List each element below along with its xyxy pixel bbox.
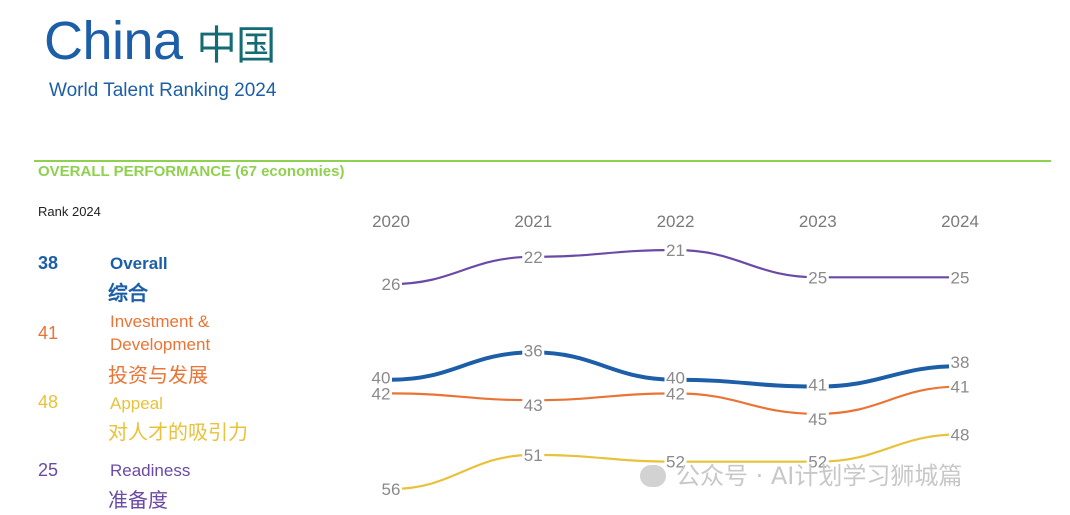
data-label-bg xyxy=(380,274,402,295)
data-label-bg xyxy=(380,479,402,499)
data-label-bg xyxy=(664,240,687,260)
data-label-bg xyxy=(664,451,687,472)
label-overall-cn: 综合 xyxy=(108,281,148,305)
data-label: 42 xyxy=(372,384,391,403)
label-investment-cn: 投资与发展 xyxy=(108,363,208,387)
data-label: 36 xyxy=(524,341,543,360)
section-divider xyxy=(34,160,1051,162)
data-label-bg xyxy=(664,383,687,404)
data-label: 56 xyxy=(382,480,401,499)
data-label: 25 xyxy=(951,268,970,287)
data-label-bg xyxy=(522,246,545,267)
data-label-bg xyxy=(949,352,971,373)
section-label: OVERALL PERFORMANCE (67 economies) xyxy=(38,163,345,180)
data-label: 43 xyxy=(524,396,543,415)
data-label-bg xyxy=(949,376,971,397)
data-label-bg xyxy=(806,408,829,429)
data-label-bg xyxy=(664,367,687,388)
data-label: 48 xyxy=(951,425,970,444)
rank-investment: 41 xyxy=(38,323,59,343)
data-label: 22 xyxy=(524,248,543,267)
data-label: 21 xyxy=(666,241,685,260)
data-label: 41 xyxy=(808,376,827,395)
rank-overall: 38 xyxy=(38,253,59,273)
year-tick-2024: 2024 xyxy=(941,212,979,231)
data-label-bg xyxy=(522,444,545,465)
label-appeal: Appeal xyxy=(110,394,163,413)
data-label: 45 xyxy=(808,410,827,429)
page-subtitle: World Talent Ranking 2024 xyxy=(49,80,277,101)
year-tick-2020: 2020 xyxy=(372,212,410,231)
data-label: 25 xyxy=(808,268,827,287)
data-label-bg xyxy=(522,340,545,361)
label-readiness-cn: 准备度 xyxy=(108,488,168,512)
data-label: 52 xyxy=(666,453,685,472)
data-label-bg xyxy=(949,424,971,445)
page-title-cn: 中国 xyxy=(196,23,277,69)
data-label: 40 xyxy=(666,369,685,388)
watermark: 公众号 · AI计划学习狮城篇 xyxy=(640,456,962,491)
label-readiness: Readiness xyxy=(110,461,191,480)
data-label: 41 xyxy=(951,378,970,397)
year-tick-2023: 2023 xyxy=(799,212,837,231)
year-tick-2022: 2022 xyxy=(657,212,695,231)
data-label: 26 xyxy=(382,275,401,294)
page-title: China 中国 xyxy=(44,11,277,71)
label-investment: Investment & Development xyxy=(110,312,211,354)
data-label-bg xyxy=(806,451,829,472)
rank-header: Rank 2024 xyxy=(38,204,101,219)
data-label-bg xyxy=(806,374,829,395)
year-tick-2021: 2021 xyxy=(514,212,552,231)
rank-appeal: 48 xyxy=(38,392,59,412)
data-label-bg xyxy=(806,267,829,288)
label-appeal-cn: 对人才的吸引力 xyxy=(108,420,248,444)
data-label: 42 xyxy=(666,384,685,403)
rank-readiness: 25 xyxy=(38,460,59,480)
data-label-bg xyxy=(949,267,971,288)
data-label: 52 xyxy=(808,453,827,472)
data-label: 51 xyxy=(524,446,543,465)
data-label-bg xyxy=(522,395,545,416)
label-overall: Overall xyxy=(110,254,168,273)
data-label-bg xyxy=(370,367,392,388)
wechat-icon xyxy=(640,465,666,487)
data-label-bg xyxy=(370,383,392,404)
data-label: 38 xyxy=(951,353,970,372)
data-label: 40 xyxy=(372,369,391,388)
